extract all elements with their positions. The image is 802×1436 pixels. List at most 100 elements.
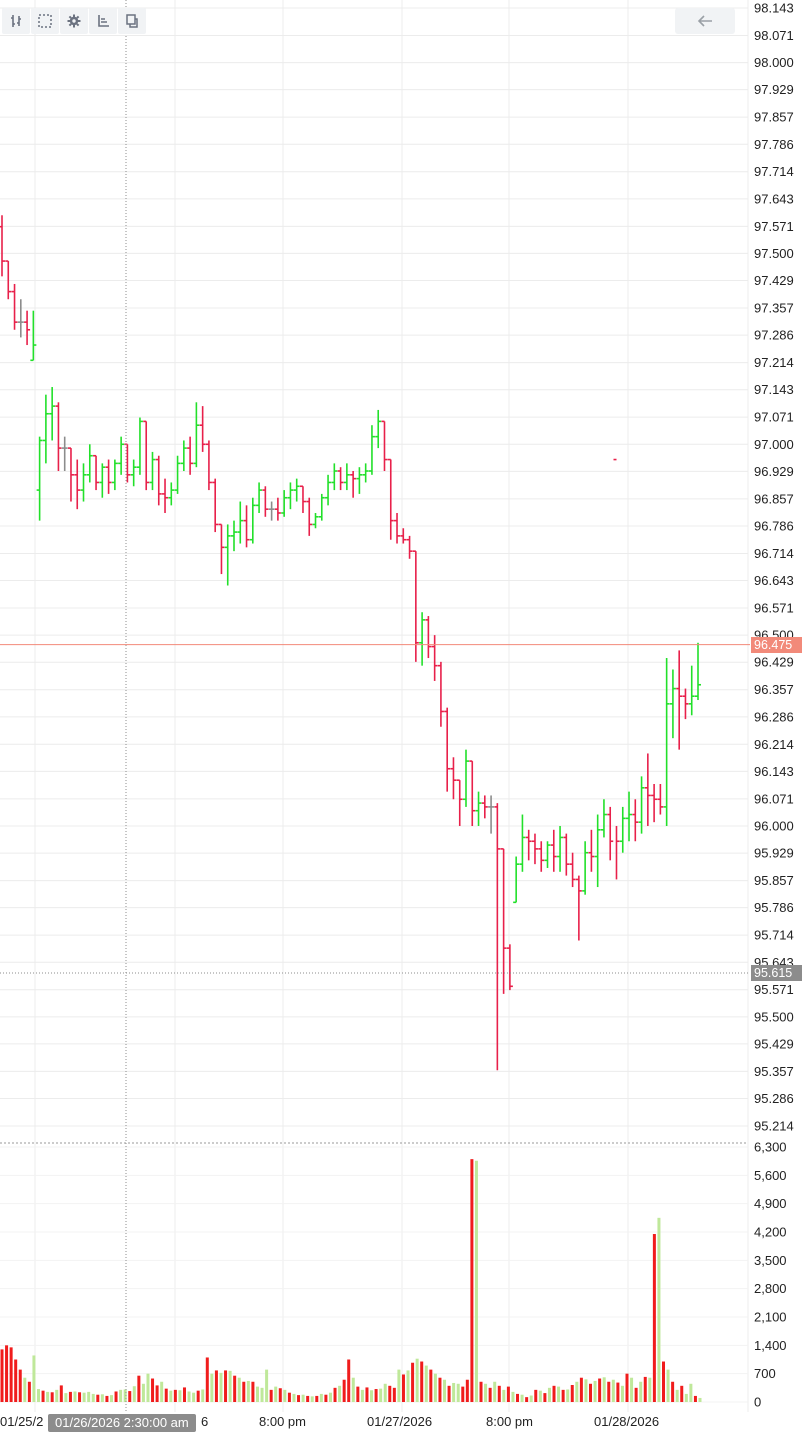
- volume-bar: [529, 1395, 533, 1402]
- volume-bar: [224, 1370, 228, 1402]
- time-axis: 01/25/2 6 8:00 pm 01/27/2026 8:00 pm 01/28/20…: [0, 1414, 659, 1429]
- time-tick-label: 8:00 pm: [486, 1414, 533, 1429]
- price-tick-label: 96.429: [754, 655, 794, 670]
- volume-bar: [693, 1395, 697, 1402]
- volume-tick-label: 0: [754, 1395, 761, 1410]
- ohlc-bar: [575, 875, 582, 941]
- volume-bar: [365, 1387, 369, 1402]
- volume-bar: [18, 1369, 22, 1402]
- volume-bar: [598, 1378, 602, 1402]
- volume-bar: [666, 1369, 670, 1402]
- price-tick-label: 95.214: [754, 1119, 794, 1134]
- volume-bar: [547, 1387, 551, 1402]
- ohlc-bar: [663, 658, 670, 826]
- volume-bar: [543, 1393, 547, 1402]
- volume-bar: [525, 1397, 529, 1402]
- volume-bar: [68, 1391, 72, 1402]
- volume-bar: [36, 1389, 40, 1402]
- ohlc-bar: [695, 642, 701, 701]
- price-tick-label: 96.000: [754, 818, 794, 833]
- volume-bar: [620, 1385, 624, 1402]
- ohlc-bar: [676, 650, 683, 750]
- volume-bar: [82, 1392, 86, 1402]
- volume-bar: [643, 1376, 647, 1402]
- volume-tick-label: 4,900: [754, 1196, 787, 1211]
- volume-bar: [465, 1379, 469, 1402]
- volume-tick-label: 4,200: [754, 1225, 787, 1240]
- ohlc-bar: [249, 497, 256, 544]
- back-button[interactable]: [675, 8, 735, 34]
- volume-bar: [474, 1160, 478, 1402]
- ohlc-bar: [544, 841, 551, 868]
- volume-bar: [55, 1389, 59, 1402]
- price-axis: 98.143 98.071 98.000 97.929 97.857 97.786 97.7…: [754, 1, 794, 1134]
- ohlc-bar: [36, 436, 43, 521]
- crop-select-icon: [38, 14, 52, 28]
- ohlc-bar: [174, 455, 181, 494]
- volume-bar: [324, 1394, 328, 1402]
- ohlc-bar: [638, 776, 645, 834]
- volume-bar: [14, 1359, 18, 1402]
- axis-button[interactable]: [89, 8, 117, 34]
- volume-bar: [109, 1395, 113, 1402]
- volume-bar: [484, 1383, 488, 1402]
- time-tick-label: 6: [201, 1414, 208, 1429]
- ohlc-bar: [155, 455, 162, 506]
- volume-bar: [328, 1392, 332, 1402]
- volume-tick-label: 700: [754, 1366, 776, 1381]
- ohlc-bar: [224, 524, 231, 586]
- volume-bar: [351, 1377, 355, 1402]
- ohlc-bar: [437, 661, 444, 727]
- volume-bar: [192, 1392, 196, 1402]
- ohlc-bar: [500, 848, 507, 994]
- ohlc-bar: [243, 505, 250, 548]
- ohlc-bar: [67, 447, 74, 502]
- volume-bar: [639, 1381, 643, 1402]
- bars-style-button[interactable]: [2, 8, 30, 34]
- volume-bar: [178, 1390, 182, 1402]
- settings-button[interactable]: [60, 8, 88, 34]
- ohlc-bar: [450, 757, 457, 800]
- volume-bar: [205, 1357, 209, 1402]
- ohlc-bar: [111, 459, 118, 491]
- price-tick-label: 95.286: [754, 1091, 794, 1106]
- ohlc-bar: [212, 478, 219, 533]
- volume-bar: [447, 1385, 451, 1402]
- ohlc-bar: [519, 814, 526, 872]
- arrow-left-icon: [697, 15, 712, 27]
- ohlc-bar: [262, 486, 269, 517]
- ohlc-bar: [287, 482, 294, 510]
- copy-button[interactable]: [118, 8, 146, 34]
- volume-tick-label: 1,400: [754, 1338, 787, 1353]
- last-price-tag: 96.475: [751, 636, 802, 653]
- price-tick-label: 95.357: [754, 1064, 794, 1079]
- ohlc-bar: [632, 799, 639, 842]
- volume-bar: [424, 1365, 428, 1402]
- ohlc-bar: [299, 485, 306, 513]
- volume-bar: [169, 1390, 173, 1402]
- volume-bar: [411, 1362, 415, 1402]
- ohlc-bar: [569, 852, 576, 888]
- volume-bar: [698, 1397, 702, 1402]
- ohlc-bar: [375, 409, 382, 449]
- volume-bar: [64, 1393, 68, 1402]
- volume-bar: [443, 1379, 447, 1402]
- price-tick-label: 97.500: [754, 246, 794, 261]
- volume-bar: [392, 1387, 396, 1402]
- ohlc-bar: [237, 501, 244, 544]
- volume-bar: [379, 1388, 383, 1402]
- volume-bar: [287, 1392, 291, 1402]
- volume-bar: [137, 1375, 141, 1402]
- volume-bar: [488, 1387, 492, 1402]
- crop-select-button[interactable]: [31, 8, 59, 34]
- ohlc-bar: [281, 490, 288, 517]
- volume-bar: [534, 1389, 538, 1402]
- volume-bar: [689, 1383, 693, 1402]
- ohlc-bar: [0, 215, 5, 277]
- ohlc-bar: [130, 459, 137, 487]
- volume-bar: [347, 1359, 351, 1402]
- bars-style-icon: [11, 15, 21, 27]
- volume-bar: [579, 1377, 583, 1402]
- ohlc-bar: [456, 779, 463, 826]
